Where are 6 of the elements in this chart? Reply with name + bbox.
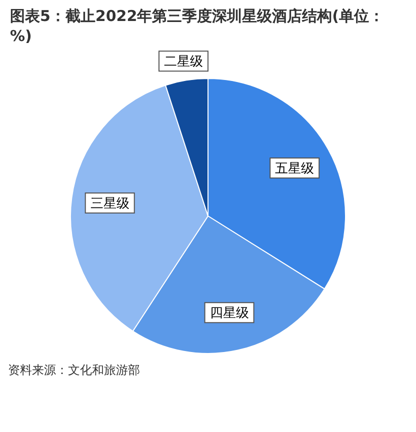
slice-label: 四星级 — [210, 306, 249, 322]
chart-title: 图表5：截止2022年第三季度深圳星级酒店结构(单位：%) — [10, 6, 386, 46]
slice-label: 二星级 — [164, 54, 203, 70]
slice-label: 五星级 — [275, 161, 314, 176]
slice-label: 三星级 — [90, 196, 130, 212]
text: 资料来源：文化和旅游部 — [8, 362, 140, 379]
